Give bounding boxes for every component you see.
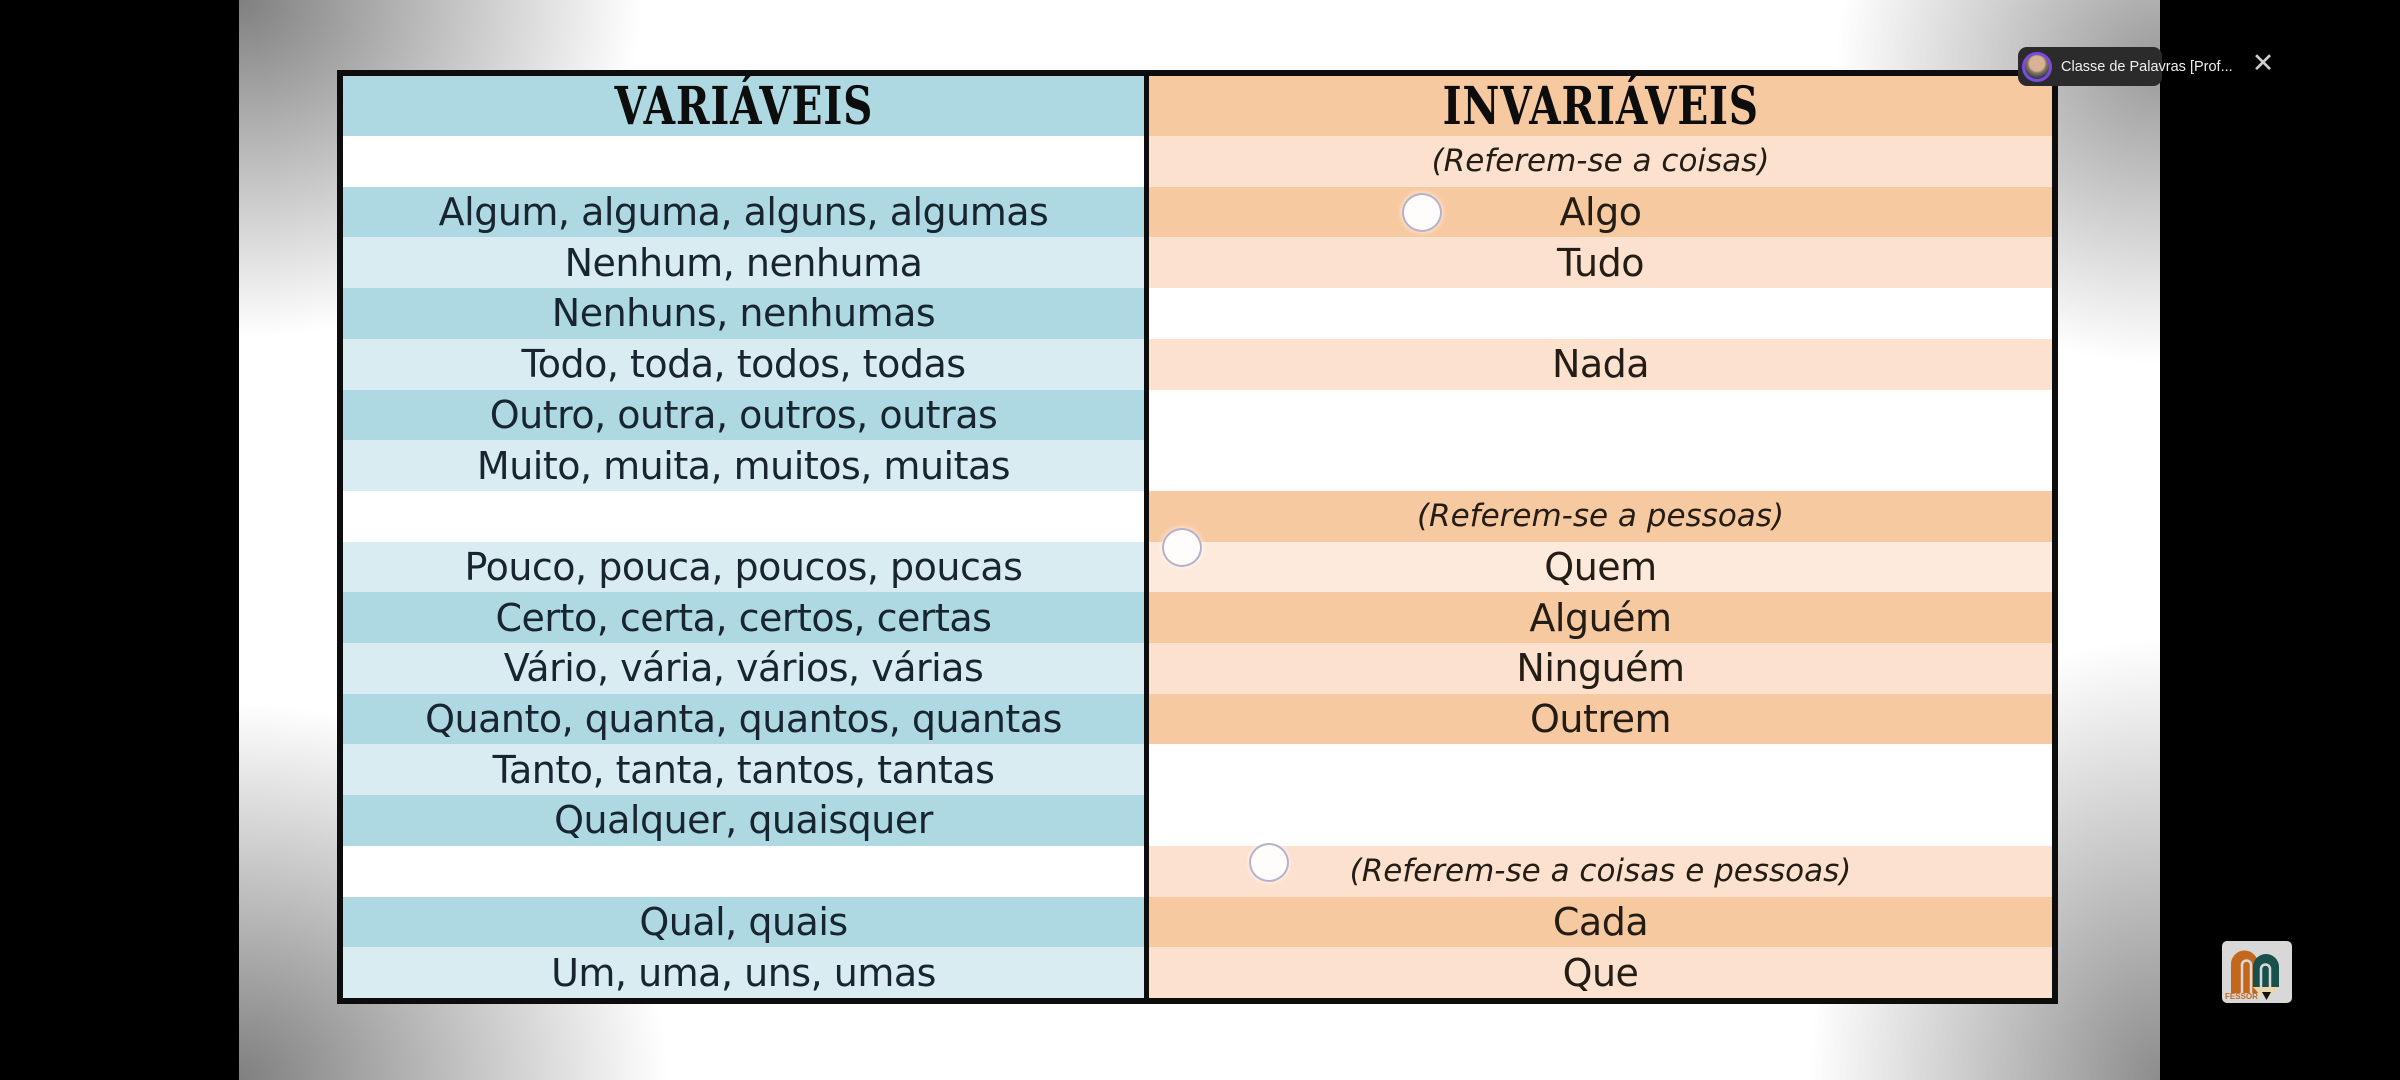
table-row: Muito, muita, muitos, muitas xyxy=(343,440,1144,491)
table-row: Outro, outra, outros, outras xyxy=(343,389,1144,441)
table-row: Tudo xyxy=(1149,237,2052,289)
logo-pencil-icon xyxy=(2253,954,2279,987)
table-row: Algo xyxy=(1149,186,2052,238)
table-row: Todo, toda, todos, todas xyxy=(343,338,1144,390)
table-row: Ninguém xyxy=(1149,643,2052,694)
table-row: (Referem-se a coisas) xyxy=(1149,136,2052,187)
pronoun-table: VARIÁVEIS Algum, alguma, alguns, algumas… xyxy=(337,70,2058,1004)
table-column-variaveis: VARIÁVEIS Algum, alguma, alguns, algumas… xyxy=(343,76,1144,998)
table-row xyxy=(343,136,1144,187)
table-row: Nenhuns, nenhumas xyxy=(343,288,1144,339)
table-row: Que xyxy=(1149,947,2052,998)
video-title: Classe de Palavras [Prof... xyxy=(2061,58,2233,75)
table-row: Quanto, quanta, quantos, quantas xyxy=(343,693,1144,745)
table-row: (Referem-se a coisas e pessoas) xyxy=(1149,845,2052,897)
column-header-invariaveis: INVARIÁVEIS xyxy=(1149,75,2052,137)
letterbox-right xyxy=(2160,0,2400,1080)
table-row: Nada xyxy=(1149,338,2052,390)
table-row: (Referem-se a pessoas) xyxy=(1149,490,2052,542)
table-row xyxy=(1149,288,2052,339)
letterbox-left xyxy=(0,0,239,1080)
table-column-invariaveis: INVARIÁVEIS (Referem-se a coisas) Algo Tud… xyxy=(1149,76,2052,998)
table-row: Pouco, pouca, poucos, poucas xyxy=(343,541,1144,593)
table-row: Qual, quais xyxy=(343,896,1144,948)
table-row: Um, uma, uns, umas xyxy=(343,947,1144,998)
table-row xyxy=(343,490,1144,542)
table-row: Certo, certa, certos, certas xyxy=(343,592,1144,644)
table-row: Alguém xyxy=(1149,592,2052,644)
circle-marker xyxy=(1162,528,1202,567)
table-row: Vário, vária, vários, várias xyxy=(343,643,1144,694)
presenter-avatar xyxy=(2022,51,2052,82)
table-row: Tanto, tanta, tantos, tantas xyxy=(343,744,1144,796)
table-row: Quem xyxy=(1149,541,2052,593)
variaveis-rows: Algum, alguma, alguns, algumas Nenhum, ne… xyxy=(343,136,1144,998)
watermark-logo: FESSOR xyxy=(2222,941,2292,1003)
table-row: Algum, alguma, alguns, algumas xyxy=(343,186,1144,238)
table-row: Outrem xyxy=(1149,693,2052,745)
circle-marker xyxy=(1249,843,1289,882)
table-row xyxy=(1149,744,2052,796)
table-row xyxy=(1149,440,2052,491)
table-row xyxy=(1149,795,2052,846)
close-icon[interactable]: ✕ xyxy=(2251,47,2275,79)
table-row: Cada xyxy=(1149,896,2052,948)
table-row xyxy=(343,845,1144,897)
column-header-label: VARIÁVEIS xyxy=(614,75,873,137)
column-header-label: INVARIÁVEIS xyxy=(1442,75,1759,137)
table-row: Qualquer, quaisquer xyxy=(343,795,1144,846)
logo-text: FESSOR xyxy=(2225,992,2258,1001)
column-header-variaveis: VARIÁVEIS xyxy=(343,75,1144,137)
logo-mark: FESSOR xyxy=(2222,941,2292,1003)
table-row xyxy=(1149,389,2052,441)
table-row: Nenhum, nenhuma xyxy=(343,237,1144,289)
column-divider xyxy=(1144,76,1149,998)
video-title-pill[interactable]: Classe de Palavras [Prof... xyxy=(2018,47,2233,86)
circle-marker xyxy=(1402,193,1442,232)
invariaveis-rows: (Referem-se a coisas) Algo Tudo Nada (Refere… xyxy=(1149,136,2052,998)
